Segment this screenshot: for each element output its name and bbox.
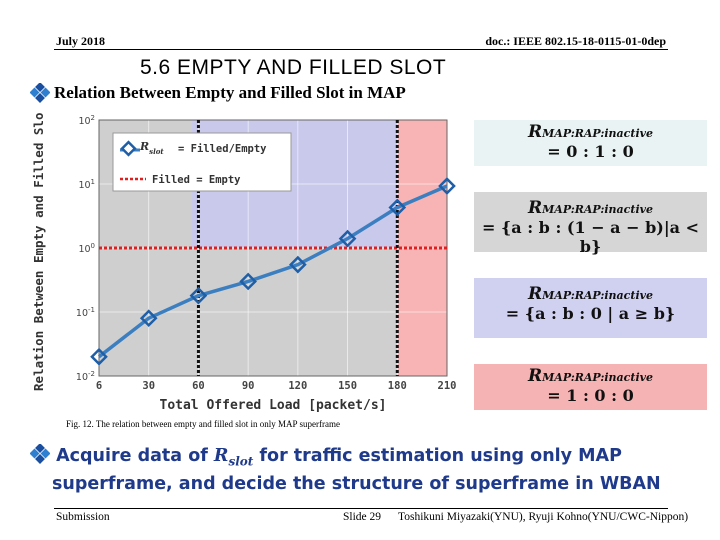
legend-series-label: = Filled/Empty — [178, 143, 267, 155]
figure-caption: Fig. 12. The relation between empty and … — [66, 419, 340, 429]
formula-box-3: RMAP:RAP:inactive = 1 : 0 : 0 — [474, 364, 707, 410]
svg-text:Rslot: Rslot — [139, 140, 164, 156]
y-tick-3: 101 — [78, 178, 95, 191]
x-tick-labels: 6 30 60 90 120 150 180 210 — [96, 380, 457, 392]
x-tick-2: 60 — [192, 380, 205, 392]
formula-expression-0: = 0 : 1 : 0 — [547, 142, 634, 161]
formula-symbol-0: RMAP:RAP:inactive — [527, 122, 654, 142]
formula-box-0: RMAP:RAP:inactive = 0 : 1 : 0 — [474, 120, 707, 166]
slide-title: 5.6 EMPTY AND FILLED SLOT — [140, 56, 447, 79]
y-tick-1: 10-1 — [76, 306, 95, 319]
y-axis-label: Relation Between Empty and Filled Slot — [31, 112, 46, 391]
header-date: July 2018 — [56, 34, 106, 48]
formula-symbol-1: RMAP:RAP:inactive — [527, 198, 654, 218]
bullet2-part2: for traffic estimation using only MAP — [253, 446, 622, 466]
bullet-acquire: Acquire data of Rslot for traffic estima… — [29, 443, 661, 495]
formula-symbol-2: RMAP:RAP:inactive — [527, 284, 654, 304]
bullet2-diamond-icon — [29, 443, 51, 464]
legend-diamond-icon — [120, 140, 137, 157]
series-line-filled-empty — [97, 184, 448, 359]
footer-authors: Toshikuni Miyazaki(YNU), Ryuji Kohno(YNU… — [398, 511, 689, 523]
y-tick-labels: 10-2 10-1 100 101 102 — [76, 114, 95, 383]
formula-expression-3: = 1 : 0 : 0 — [547, 386, 634, 405]
bullet-relation: Relation Between Empty and Filled Slot i… — [30, 83, 406, 103]
x-tick-7: 210 — [438, 380, 457, 392]
formula-symbol-3: RMAP:RAP:inactive — [527, 366, 654, 386]
data-point-7 — [438, 177, 456, 195]
x-tick-6: 180 — [388, 380, 407, 392]
data-point-2 — [189, 286, 208, 305]
bullet2-subscript: slot — [228, 454, 254, 469]
footer-slide-number: Slide 29 — [343, 511, 382, 523]
formula-box-2: RMAP:RAP:inactive = {a : b : 0 | a ≥ b} — [474, 278, 707, 338]
legend-symbol: R — [139, 140, 149, 153]
data-point-3 — [239, 272, 257, 291]
y-tick-4: 102 — [78, 114, 95, 127]
bullet2-line2: superframe, and decide the structure of … — [52, 473, 661, 494]
y-tick-0: 10-2 — [76, 370, 95, 383]
data-point-1 — [139, 309, 158, 328]
bullet-diamond-icon — [30, 83, 50, 103]
legend-line-label: Filled = Empty — [152, 174, 241, 186]
data-point-0 — [90, 347, 108, 366]
chart-legend: Rslot = Filled/Empty Filled = Empty — [112, 132, 292, 192]
x-axis-label: Total Offered Load [packet/s] — [160, 398, 387, 413]
x-tick-0: 6 — [96, 380, 102, 392]
relation-chart: 6 30 60 90 120 150 180 210 10-2 10-1 100 101 102 To… — [31, 112, 457, 413]
header-doc-id: doc.: IEEE 802.15-18-0115-01-0dep — [485, 34, 666, 48]
formula-expression-1: = {a : b : (1 − a − b)|a < b} — [482, 218, 699, 256]
data-point-4 — [289, 255, 307, 274]
header-rule — [54, 49, 668, 50]
x-tick-4: 120 — [288, 380, 307, 392]
formula-expression-2: = {a : b : 0 | a ≥ b} — [505, 304, 676, 323]
x-tick-5: 150 — [338, 380, 357, 392]
bullet2-symbol: R — [213, 446, 229, 466]
formula-box-1: RMAP:RAP:inactive = {a : b : (1 − a − b)|… — [474, 192, 707, 256]
x-tick-1: 30 — [142, 380, 155, 392]
legend-subscript: slot — [149, 147, 164, 156]
footer-rule — [54, 508, 668, 509]
y-tick-2: 100 — [78, 242, 95, 255]
bullet-relation-text: Relation Between Empty and Filled Slot i… — [54, 83, 406, 102]
series-points — [90, 177, 456, 366]
footer-submission: Submission — [56, 511, 110, 523]
x-tick-3: 90 — [242, 380, 255, 392]
bullet2-part1: Acquire data of — [56, 446, 214, 466]
data-point-5 — [338, 229, 357, 248]
data-point-6 — [388, 198, 407, 217]
